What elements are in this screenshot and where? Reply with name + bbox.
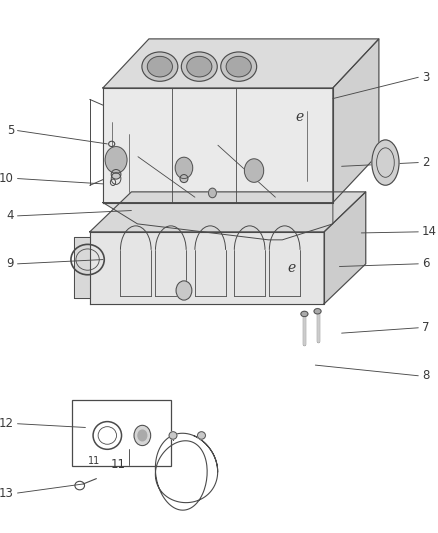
Ellipse shape [169,432,177,439]
Circle shape [105,147,127,173]
Text: 4: 4 [7,209,14,222]
Circle shape [208,188,216,198]
Polygon shape [324,192,366,304]
Text: 5: 5 [7,124,14,137]
Polygon shape [90,232,324,304]
Ellipse shape [187,56,212,77]
Polygon shape [90,192,366,232]
Ellipse shape [301,311,308,317]
Ellipse shape [111,169,121,179]
Ellipse shape [314,309,321,314]
Ellipse shape [147,56,173,77]
Ellipse shape [134,425,151,446]
Polygon shape [74,237,90,298]
Text: e: e [296,110,304,124]
Ellipse shape [221,52,257,82]
Circle shape [138,430,147,441]
Polygon shape [103,88,333,203]
Circle shape [175,157,193,179]
Text: 12: 12 [0,417,14,430]
Text: 11: 11 [88,456,100,465]
Polygon shape [103,39,379,88]
Ellipse shape [142,52,178,82]
Circle shape [244,159,264,182]
Circle shape [176,281,192,300]
Text: 9: 9 [7,257,14,270]
Text: 6: 6 [422,257,429,270]
Bar [72,400,171,466]
Text: 13: 13 [0,487,14,499]
Ellipse shape [198,432,205,439]
Ellipse shape [226,56,251,77]
Ellipse shape [372,140,399,185]
Text: 2: 2 [422,156,429,169]
Text: 11: 11 [111,458,126,471]
Text: 3: 3 [422,71,429,84]
Text: 10: 10 [0,172,14,185]
Ellipse shape [180,175,188,182]
Text: 7: 7 [422,321,429,334]
Text: 14: 14 [422,225,437,238]
Polygon shape [103,203,333,240]
Ellipse shape [181,52,217,82]
Text: e: e [287,261,295,274]
Polygon shape [333,39,379,203]
Text: 8: 8 [422,369,429,382]
